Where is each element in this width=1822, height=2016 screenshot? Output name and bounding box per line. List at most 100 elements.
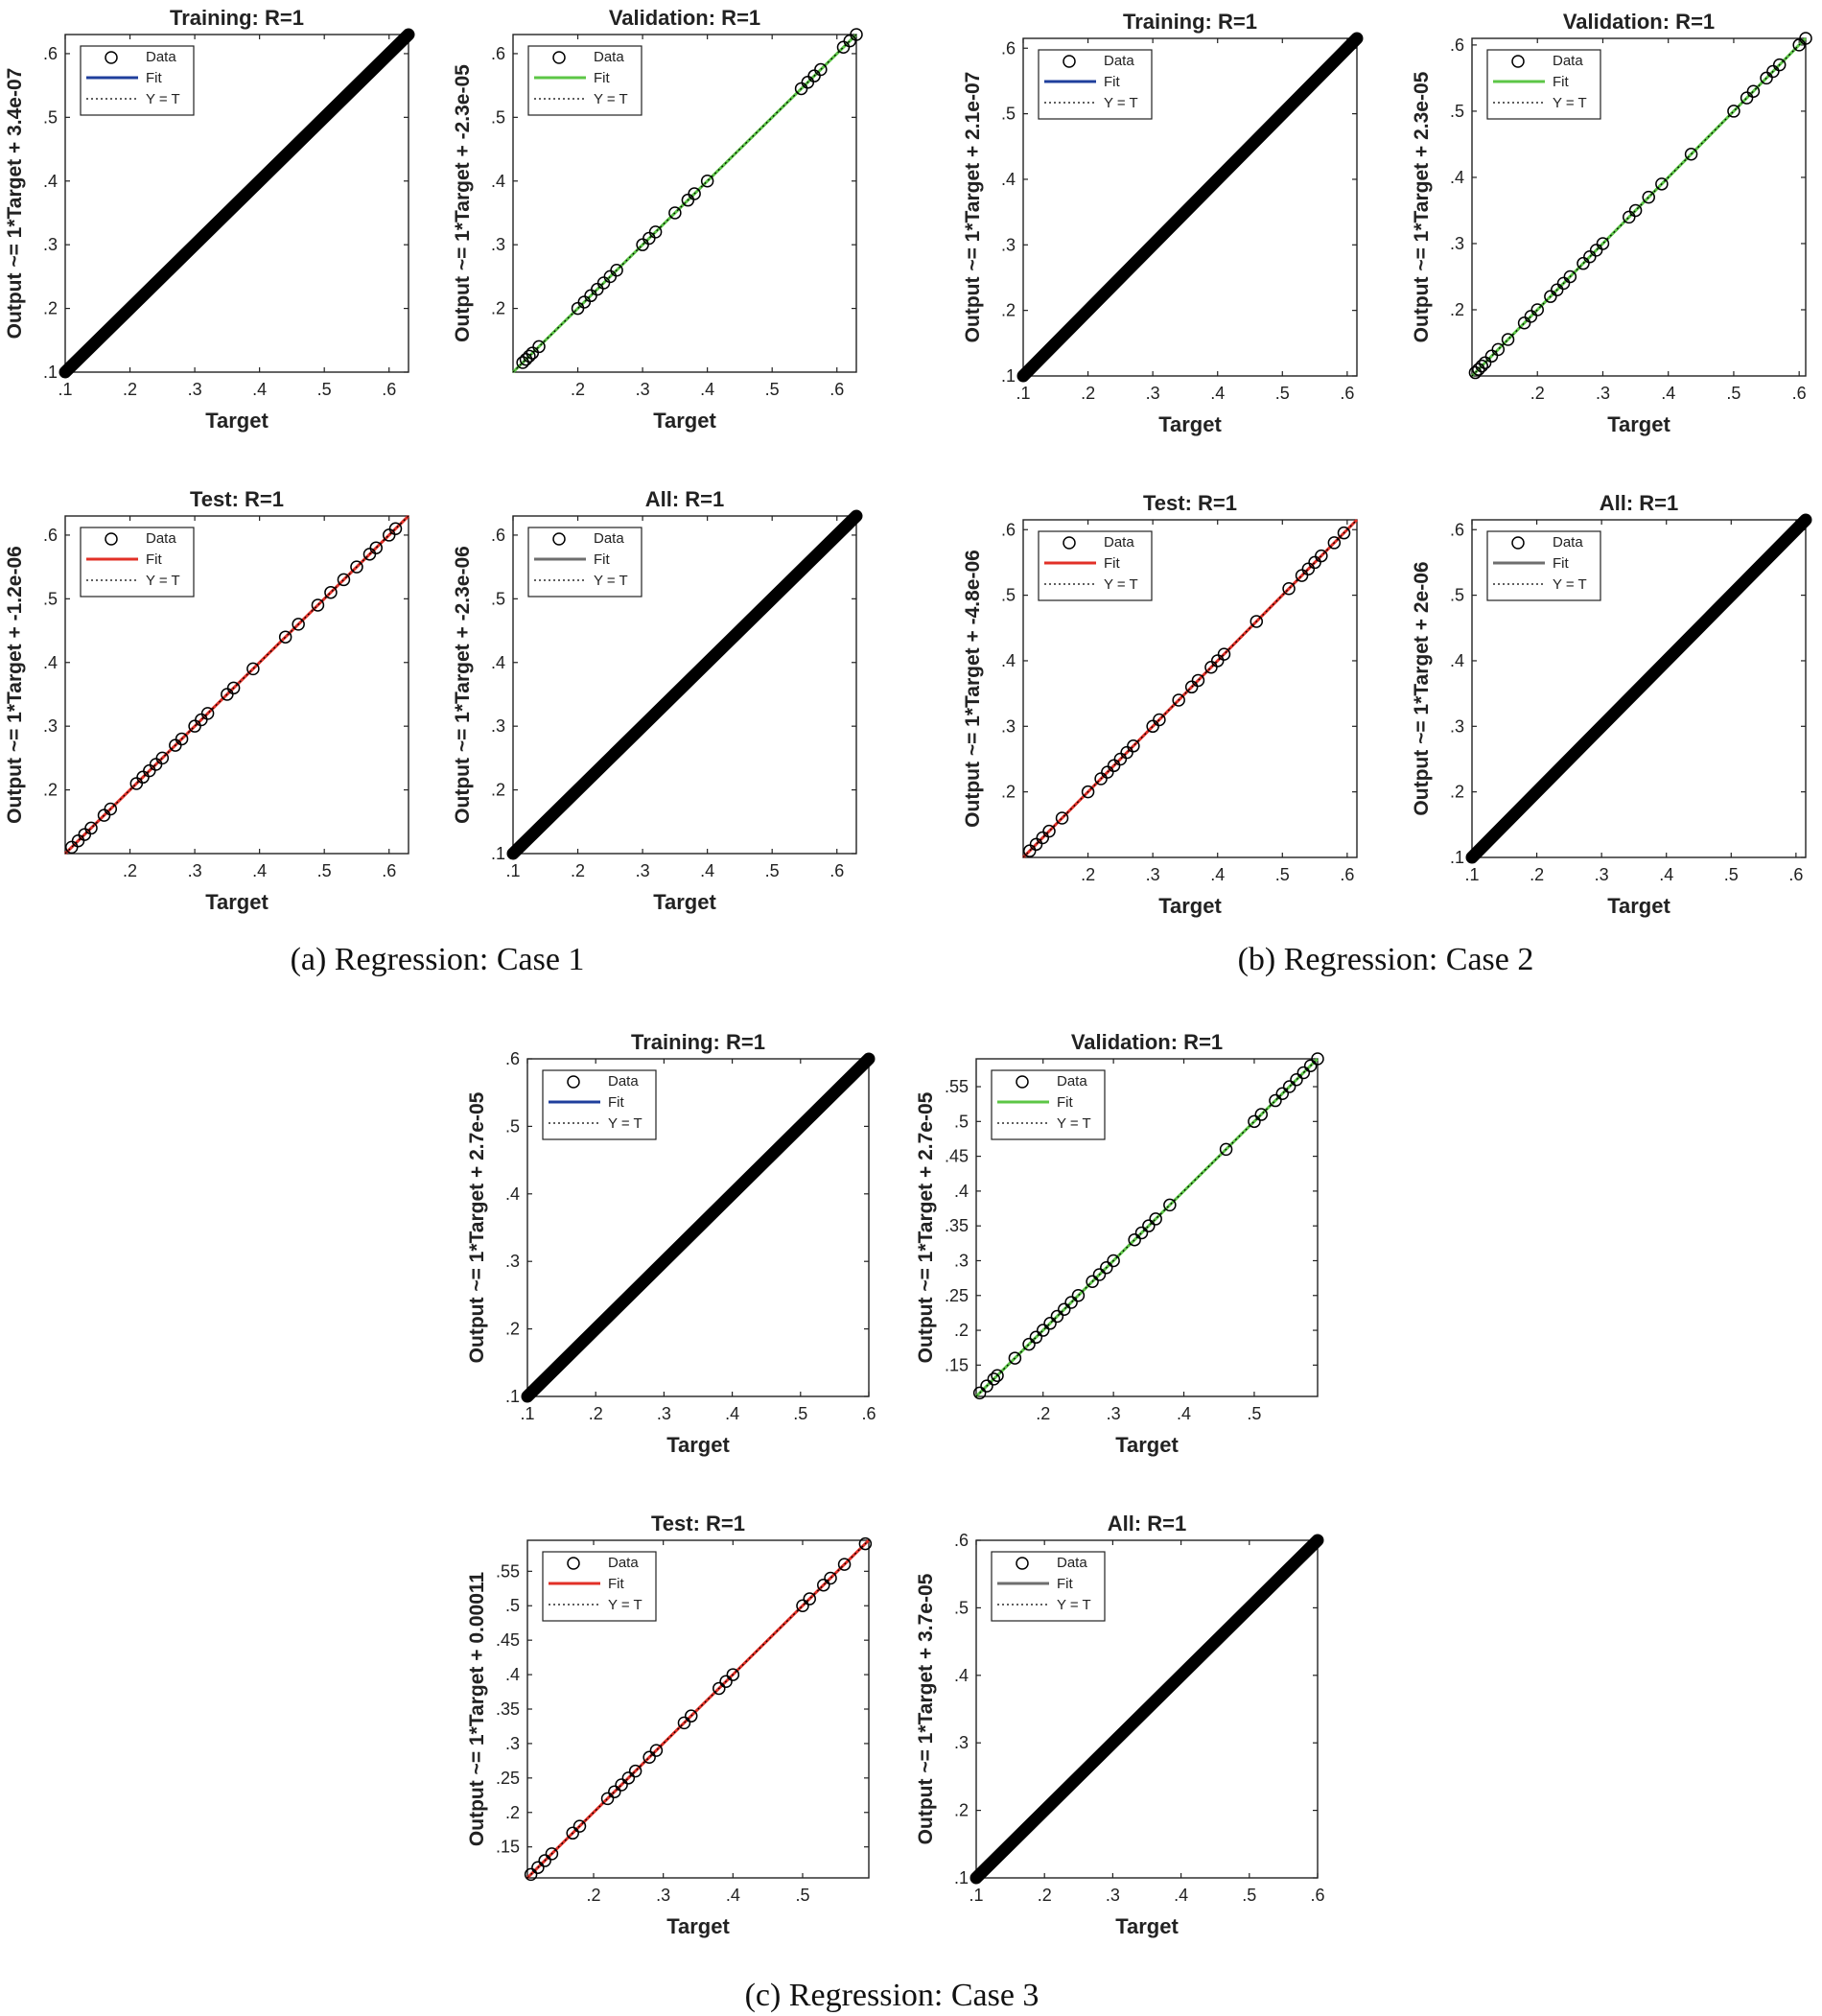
data-marker [1086,1275,1099,1288]
y-tick-label: .55 [496,1561,520,1581]
x-tick-label: .6 [1788,865,1803,884]
legend-box [80,45,195,116]
data-marker [1250,615,1264,628]
y-tick-label: .3 [1450,716,1464,736]
data-marker [1023,844,1037,857]
y-tick-label: .6 [491,526,505,545]
x-tick-label: .1 [1016,384,1030,403]
data-marker [688,187,701,200]
plot-area [521,1052,876,1403]
data-marker [1766,64,1780,79]
y-tick-label: .5 [505,1596,520,1615]
data-marker [1337,526,1351,540]
y-tick-label: .25 [945,1286,969,1305]
data-marker [642,1750,656,1765]
y-axis-label: Output ~= 1*Target + 0.00011 [466,1572,488,1846]
y-tick-label: .5 [1450,102,1464,121]
chart-title: Training: R=1 [1123,10,1257,34]
x-tick-label: .3 [657,1404,671,1423]
data-marker [1120,745,1133,760]
y-tick-label: .6 [1450,35,1464,55]
y-tick-label: .4 [1450,651,1464,670]
data-marker [600,1792,615,1806]
legend-fit-label: Fit [1057,1576,1073,1592]
x-tick-label: .6 [1792,384,1807,403]
legend: Data Fit Y = T [542,1069,657,1140]
legend-data-label: Data [594,530,624,547]
data-marker [1303,1059,1318,1073]
data-marker [566,1826,579,1840]
data-marker [524,1867,538,1882]
data-marker [1191,673,1205,688]
data-marker [572,1819,587,1833]
y-tick-label: .2 [1001,783,1016,802]
data-marker [1204,661,1218,674]
data-marker [726,1668,740,1681]
chart-c-training: Training: R=1 Target Output ~= 1*Target + … [466,1030,876,1457]
data-marker [292,618,305,631]
legend-box [1486,530,1601,601]
y-tick-label: .6 [1450,520,1464,539]
x-tick-label: .2 [587,1886,601,1905]
legend-data-symbol [567,1557,580,1570]
legend-data-label: Data [1057,1555,1087,1571]
data-marker [1478,356,1492,369]
legend-data-symbol [1016,1075,1029,1089]
data-marker [991,1369,1004,1382]
y-tick-label: .4 [491,653,505,672]
data-marker-band [969,1534,1324,1885]
legend-data-label: Data [1104,53,1134,69]
chart-title: Validation: R=1 [609,6,760,30]
data-marker [1128,1232,1141,1247]
data-marker [1172,693,1185,707]
data-marker [1524,310,1538,323]
x-tick-label: .6 [1340,384,1354,403]
data-marker [610,263,623,277]
y-tick-label: .2 [43,781,58,800]
data-marker [628,1764,642,1778]
x-tick-label: .4 [1210,384,1225,403]
x-axis-label: Target [666,1433,730,1457]
y-tick-label: .3 [954,1251,969,1270]
data-marker-band [521,1052,876,1403]
x-tick-label: .5 [1247,1404,1261,1423]
data-marker [1050,1309,1064,1324]
data-marker [1596,237,1610,250]
x-tick-label: .5 [1242,1886,1256,1905]
data-marker [1472,363,1485,376]
data-marker [1684,148,1698,161]
data-marker [621,1771,636,1785]
legend: Data Fit Y = T [80,527,195,598]
y-tick-label: .2 [43,299,58,318]
x-tick-label: .6 [1340,865,1354,884]
y-axis-label: Output ~= 1*Target + 2.7e-05 [915,1091,937,1363]
data-marker [1563,270,1577,284]
data-marker [531,1861,545,1874]
data-marker [1642,190,1655,204]
data-marker-band [58,28,415,379]
y-tick-label: .4 [1001,651,1016,670]
data-marker [1064,1296,1078,1309]
y-tick-label: .3 [491,235,505,254]
x-tick-label: .2 [571,380,585,399]
x-tick-label: .6 [861,1404,876,1423]
chart-title: Test: R=1 [190,487,284,511]
plot-area [506,509,863,860]
x-tick-label: .6 [382,380,396,399]
chart-title: Training: R=1 [631,1030,765,1054]
legend-data-label: Data [1057,1073,1087,1090]
y-tick-label: .4 [505,1184,520,1204]
y-tick-label: .6 [43,526,58,545]
data-marker [1036,831,1050,845]
x-tick-label: .4 [1210,865,1225,884]
y-tick-label: .4 [43,653,58,672]
x-tick-label: .2 [1530,384,1545,403]
y-tick-label: .2 [505,1803,520,1822]
y-tick-label: .5 [1450,586,1464,605]
plot-area [1021,518,1359,859]
x-axis-label: Target [205,890,269,914]
x-tick-label: .4 [700,380,714,399]
data-marker [1468,365,1483,380]
legend-box [1038,530,1153,601]
